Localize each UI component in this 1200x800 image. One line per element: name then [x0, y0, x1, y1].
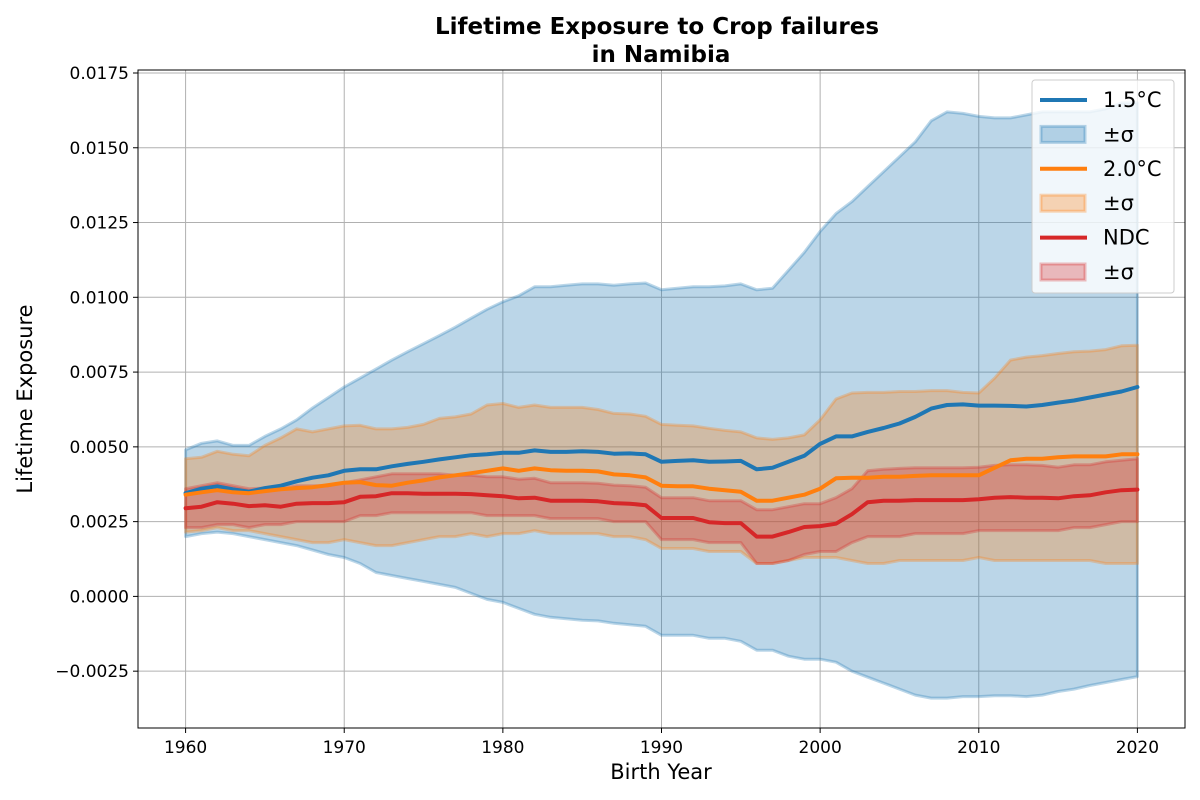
band-1-5c: [184, 101, 1139, 700]
line-1-5c: [183, 385, 1140, 496]
legend-label: NDC: [1103, 226, 1150, 250]
x-axis-label: Birth Year: [610, 760, 712, 784]
chart-title: Lifetime Exposure to Crop failures: [435, 14, 879, 40]
legend-label: ±σ: [1103, 191, 1134, 215]
y-tick-label: −0.0025: [55, 662, 129, 682]
x-tick-label: 2000: [799, 738, 842, 758]
legend-box: [1031, 79, 1175, 294]
band-2-0c: [184, 343, 1139, 565]
legend-band-swatch: [1039, 262, 1087, 282]
y-axis-label: Lifetime Exposure: [13, 304, 37, 493]
y-tick-label: 0.0100: [70, 288, 129, 308]
line-ndc: [183, 487, 1140, 539]
y-tick-label: 0.0175: [70, 64, 129, 84]
uncertainty-bands: [184, 101, 1139, 700]
x-tick-label: 1970: [323, 738, 366, 758]
legend-label: 1.5°C: [1103, 88, 1162, 112]
x-tick-label: 2020: [1116, 738, 1159, 758]
y-tick-label: 0.0075: [70, 363, 129, 383]
line-2-0c: [183, 452, 1140, 503]
x-tick-label: 1980: [481, 738, 524, 758]
y-tick-label: 0.0125: [70, 214, 129, 234]
x-tick-label: 2010: [957, 738, 1000, 758]
y-axis-ticks: −0.0025 0.0000 0.0025 0.0050 0.0075 0.0100 0.0…: [55, 64, 138, 682]
legend-band-swatch: [1039, 193, 1087, 213]
x-tick-label: 1960: [164, 738, 207, 758]
y-tick-label: 0.0025: [70, 513, 129, 533]
grid: [138, 70, 1185, 728]
series-lines: [183, 385, 1140, 539]
legend: 1.5°C ±σ 2.0°C ±σ NDC ±σ: [1031, 79, 1175, 294]
legend-band-swatch: [1039, 124, 1087, 144]
x-tick-label: 1990: [640, 738, 683, 758]
chart-subtitle: in Namibia: [592, 42, 731, 68]
legend-label: 2.0°C: [1103, 157, 1162, 181]
y-tick-label: 0.0000: [70, 587, 129, 607]
y-tick-label: 0.0150: [70, 139, 129, 159]
y-tick-label: 0.0050: [70, 438, 129, 458]
legend-label: ±σ: [1103, 122, 1134, 146]
x-axis-ticks: 1960 1970 1980 1990 2000 2010 2020: [164, 728, 1159, 758]
band-ndc: [184, 457, 1139, 565]
legend-label: ±σ: [1103, 260, 1134, 284]
